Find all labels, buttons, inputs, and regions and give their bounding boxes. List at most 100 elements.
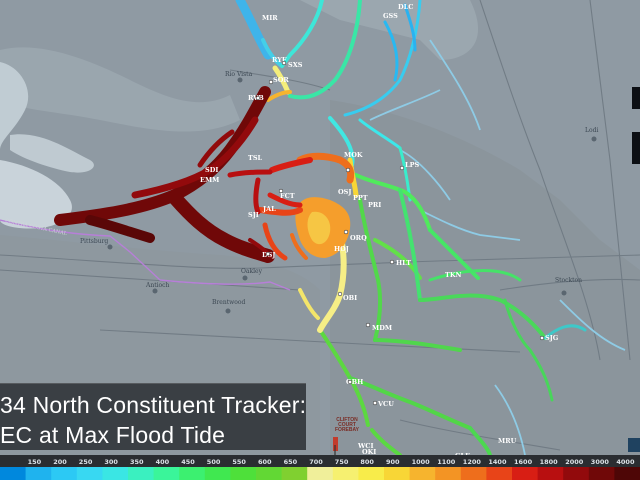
station-osj: OSJ	[338, 188, 351, 196]
station-ryf: RYF	[272, 56, 287, 64]
colorbar-tick-label: 1400	[488, 458, 507, 466]
station-sdi: SDI	[205, 166, 218, 174]
station-gss: GSS	[383, 12, 398, 20]
colorbar-tick-label: 300	[104, 458, 118, 466]
colorbar-swatch	[25, 467, 52, 480]
colorbar-tick-label: 2000	[565, 458, 584, 466]
colorbar-tick-label: 250	[79, 458, 93, 466]
title-line-1: 34 North Constituent Tracker:	[0, 392, 307, 418]
colorbar-swatch	[179, 467, 206, 480]
colorbar-swatch	[614, 467, 640, 480]
colorbar-swatch	[153, 467, 180, 480]
place-stockton: Stockton	[555, 277, 582, 284]
colorbar-swatch	[102, 467, 129, 480]
colorbar-tick-label: 3000	[591, 458, 610, 466]
station-sxs: SXS	[288, 61, 303, 69]
colorbar-tick-label: 750	[335, 458, 349, 466]
red-channels	[227, 152, 355, 261]
station-lps: LPS	[405, 161, 419, 169]
contra-costa-canal	[0, 219, 291, 291]
colorbar-tick-label: 650	[284, 458, 298, 466]
colorbar-swatch	[486, 467, 513, 480]
station-mdm: MDM	[372, 324, 392, 332]
colorbar-swatch	[51, 467, 78, 480]
water-north-bay	[0, 62, 29, 150]
station-wci: WCI	[357, 442, 374, 450]
colorbar-tick-label: 1100	[437, 458, 456, 466]
station-obi: OBI	[343, 294, 357, 302]
station-ppt: PPT	[353, 194, 368, 202]
station-sji: SJI	[248, 211, 259, 219]
station-mru: MRU	[498, 437, 517, 445]
water-suisun-bay	[0, 160, 72, 229]
colorbar-tick-label: 400	[156, 458, 170, 466]
colorbar-swatch	[435, 467, 462, 480]
central-island-inner	[307, 211, 331, 245]
place-rio-vista: Rio Vista	[225, 71, 253, 78]
colorbar-swatch	[256, 467, 283, 480]
colorbar-swatch	[230, 467, 257, 480]
colorbar-tick-label: 500	[207, 458, 221, 466]
colorbar-swatch	[0, 467, 27, 480]
colorbar-tick-label: 1000	[412, 458, 431, 466]
colorbar-tick-label: 1600	[514, 458, 533, 466]
station-mir: MIR	[262, 14, 278, 22]
ec-colorbar-legend: 150 200 250 300 350 400 450 500 550 600 650 700 750 8…	[0, 455, 640, 480]
dark-red-channels	[54, 86, 275, 263]
station-obh: OBH	[346, 378, 363, 386]
colorbar-swatch	[588, 467, 615, 480]
colorbar-tick-label: 1200	[463, 458, 482, 466]
place-antioch: Antioch	[145, 282, 170, 289]
colorbar-swatch	[358, 467, 385, 480]
water-marsh	[10, 134, 94, 173]
colorbar-swatch	[537, 467, 564, 480]
colorbar-swatch	[128, 467, 155, 480]
minor-rivers	[369, 39, 626, 456]
colorbar-swatch	[332, 467, 359, 480]
colorbar-swatch	[563, 467, 590, 480]
station-emm: EMM	[200, 176, 219, 184]
colorbar-swatch	[307, 467, 334, 480]
colorbar-swatch	[512, 467, 539, 480]
place-brentwood: Brentwood	[212, 299, 245, 306]
place-lodi: Lodi	[585, 127, 598, 134]
colorbar-tick-label: 800	[360, 458, 374, 466]
hills-north	[0, 47, 240, 132]
station-hoj: HOJ	[334, 245, 349, 253]
inset-label-clifton-court: CLIFTON COURT FOREBAY	[335, 417, 359, 433]
place-dots	[107, 77, 597, 314]
green-channels	[318, 173, 587, 457]
station-mok: MOK	[344, 151, 363, 159]
station-oki: OKI	[362, 448, 376, 456]
colorbar-tick-label: 4000	[616, 458, 635, 466]
corner-logo	[628, 438, 640, 452]
colorbar-swatch	[460, 467, 487, 480]
colorbar-tick-label: 450	[181, 458, 195, 466]
station-jal: JAL	[262, 205, 276, 213]
station-tsl: TSL	[248, 154, 263, 162]
station-pri: PRI	[368, 201, 381, 209]
colorbar-tick-label: 600	[258, 458, 272, 466]
colorbar-tick-label: 700	[309, 458, 323, 466]
station-orq: ORQ	[350, 234, 367, 242]
colorbar-tick-label: 150	[28, 458, 42, 466]
station-dots	[255, 60, 545, 406]
colorbar-tick-label: 900	[386, 458, 400, 466]
road-network	[0, 0, 640, 451]
agency-logo-top	[632, 87, 640, 109]
forebay-marker	[333, 437, 338, 451]
colorbar-tick-label: 550	[232, 458, 246, 466]
station-dlc: DLC	[398, 3, 413, 11]
agency-logo-bottom	[632, 132, 640, 164]
colorbar-tick-label: 1800	[540, 458, 559, 466]
station-vcu: VCU	[377, 400, 394, 408]
station-hlt: HLT	[396, 259, 411, 267]
colorbar-swatch	[384, 467, 411, 480]
station-sor: SOR	[273, 76, 289, 84]
station-sjg: SJG	[545, 334, 559, 342]
colorbar-swatch	[409, 467, 436, 480]
colorbar-swatch	[281, 467, 308, 480]
colorbar-tick-label: 350	[130, 458, 144, 466]
title-line-2: EC at Max Flood Tide	[0, 422, 226, 448]
